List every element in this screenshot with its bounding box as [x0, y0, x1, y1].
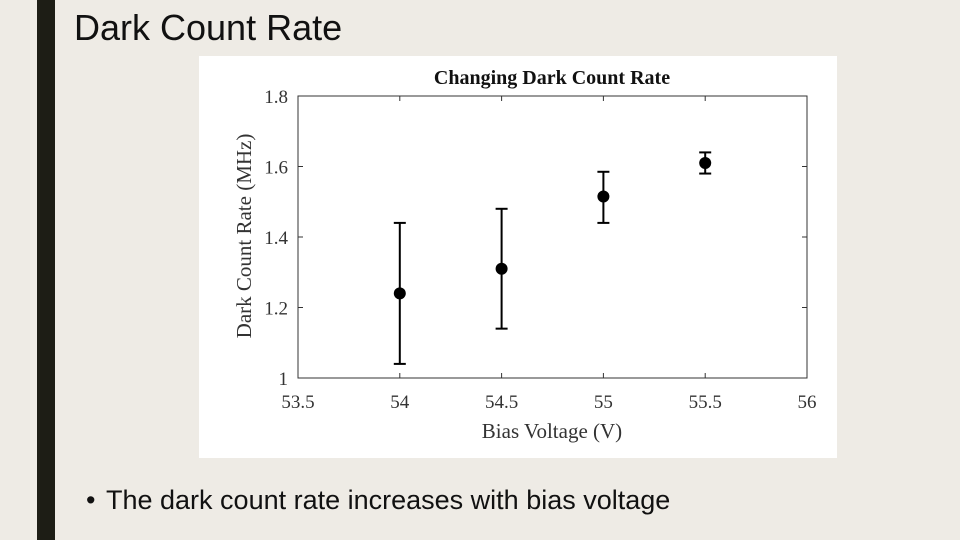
- plot-frame: [297, 95, 808, 379]
- y-tick-label: 1.4: [264, 228, 288, 249]
- y-axis-label: Dark Count Rate (MHz): [232, 134, 256, 339]
- chart-container: Changing Dark Count Rate Bias Voltage (V…: [199, 56, 837, 458]
- data-marks: [393, 151, 712, 365]
- data-point: [699, 156, 712, 169]
- bullet-item: • The dark count rate increases with bias…: [86, 482, 670, 518]
- y-tick-label: 1.6: [264, 158, 288, 179]
- chart-title: Changing Dark Count Rate: [434, 67, 670, 89]
- x-tick-label: 54: [390, 392, 410, 413]
- y-tick-label: 1.8: [264, 87, 288, 108]
- x-tick-label: 55: [594, 392, 613, 413]
- x-tick-label: 56: [798, 392, 817, 413]
- data-point: [597, 190, 610, 203]
- bullet-text: The dark count rate increases with bias …: [106, 485, 671, 515]
- data-point: [495, 262, 508, 275]
- y-tick-label: 1: [279, 369, 289, 390]
- x-tick-label: 53.5: [281, 392, 314, 413]
- y-tick-label: 1.2: [264, 299, 288, 320]
- bullet-glyph: •: [86, 485, 96, 515]
- accent-bar: [37, 0, 55, 540]
- slide-title: Dark Count Rate: [74, 7, 343, 48]
- chart-svg: Changing Dark Count Rate Bias Voltage (V…: [232, 67, 817, 443]
- axis-ticks: 53.5 54 54.5 55 55.5 56 1 1.2 1.4 1.6 1.8: [264, 87, 816, 413]
- x-axis-label: Bias Voltage (V): [482, 419, 622, 443]
- x-tick-label: 55.5: [689, 392, 722, 413]
- x-tick-label: 54.5: [485, 392, 518, 413]
- data-point: [393, 287, 406, 300]
